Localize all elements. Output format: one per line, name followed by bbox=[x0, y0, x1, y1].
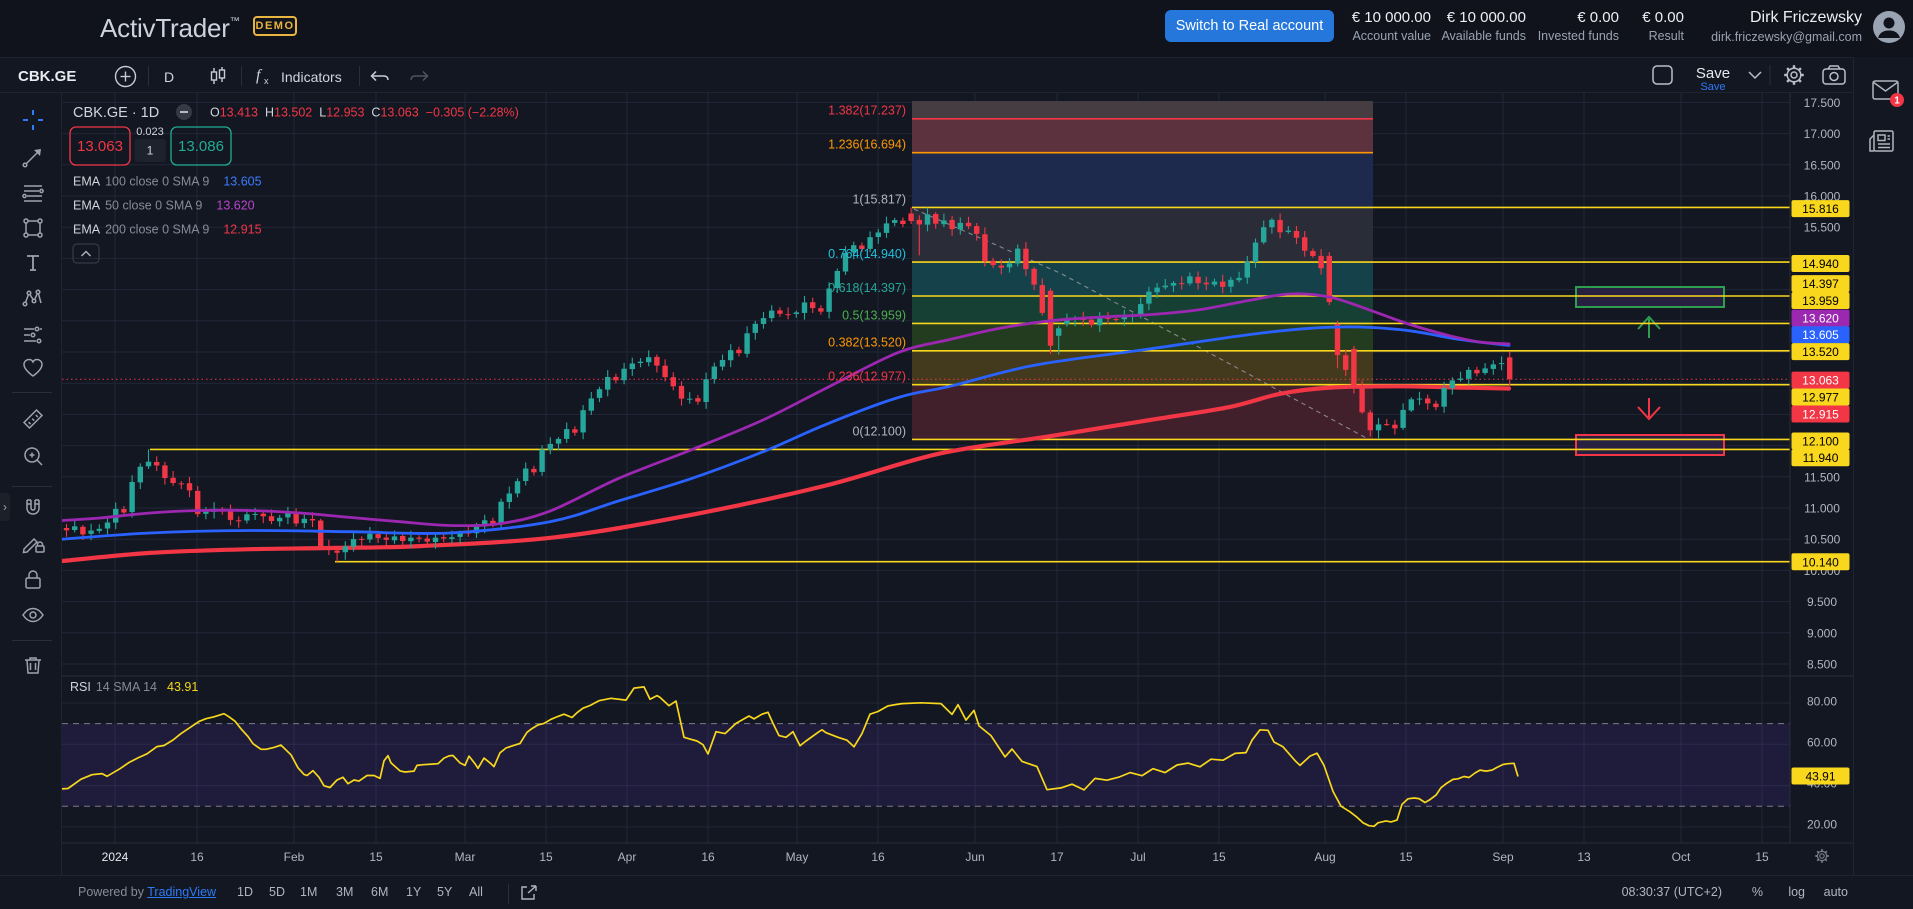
svg-text:Apr: Apr bbox=[618, 850, 637, 864]
svg-text:Jul: Jul bbox=[1130, 850, 1145, 864]
svg-text:0.236(12.977): 0.236(12.977) bbox=[828, 370, 906, 384]
svg-text:12.977: 12.977 bbox=[1802, 391, 1839, 405]
svg-text:12.100: 12.100 bbox=[1802, 435, 1839, 449]
svg-text:1: 1 bbox=[147, 144, 154, 158]
svg-text:17.500: 17.500 bbox=[1804, 96, 1841, 110]
svg-text:80.00: 80.00 bbox=[1807, 695, 1837, 709]
svg-text:13.620: 13.620 bbox=[1802, 312, 1839, 326]
svg-text:x: x bbox=[264, 76, 269, 86]
svg-text:0.382(13.520): 0.382(13.520) bbox=[828, 336, 906, 350]
svg-text:Mar: Mar bbox=[455, 850, 476, 864]
svg-text:1: 1 bbox=[1894, 96, 1900, 107]
svg-text:May: May bbox=[786, 850, 809, 864]
svg-text:11.000: 11.000 bbox=[1804, 502, 1840, 516]
svg-text:15.816: 15.816 bbox=[1802, 202, 1839, 216]
svg-text:13.086: 13.086 bbox=[178, 138, 224, 155]
svg-text:17: 17 bbox=[1050, 850, 1064, 864]
svg-text:14.940: 14.940 bbox=[1802, 257, 1839, 271]
svg-text:Oct: Oct bbox=[1672, 850, 1691, 864]
svg-text:Sep: Sep bbox=[1492, 850, 1514, 864]
svg-text:1.382(17.237): 1.382(17.237) bbox=[828, 104, 906, 118]
svg-text:f: f bbox=[256, 67, 263, 84]
svg-text:9.500: 9.500 bbox=[1807, 595, 1837, 609]
svg-text:13.063: 13.063 bbox=[1802, 374, 1839, 388]
svg-text:14.397: 14.397 bbox=[1802, 277, 1839, 291]
svg-text:8.500: 8.500 bbox=[1807, 658, 1837, 672]
svg-text:17.000: 17.000 bbox=[1804, 127, 1841, 141]
svg-text:11.500: 11.500 bbox=[1804, 470, 1840, 484]
svg-text:43.91: 43.91 bbox=[1805, 770, 1835, 784]
svg-text:13.959: 13.959 bbox=[1802, 294, 1839, 308]
svg-text:16: 16 bbox=[190, 850, 204, 864]
svg-text:13.063: 13.063 bbox=[77, 138, 123, 155]
svg-text:Feb: Feb bbox=[284, 850, 305, 864]
svg-text:10.140: 10.140 bbox=[1802, 555, 1839, 569]
svg-text:12.915: 12.915 bbox=[1802, 408, 1839, 422]
svg-text:15: 15 bbox=[369, 850, 383, 864]
svg-text:13: 13 bbox=[1577, 850, 1591, 864]
svg-text:2024: 2024 bbox=[102, 850, 129, 864]
svg-text:13.520: 13.520 bbox=[1802, 345, 1839, 359]
svg-text:0.618(14.397): 0.618(14.397) bbox=[828, 281, 906, 295]
svg-text:1.236(16.694): 1.236(16.694) bbox=[828, 138, 906, 152]
svg-text:60.00: 60.00 bbox=[1807, 736, 1837, 750]
svg-text:16.000: 16.000 bbox=[1804, 190, 1841, 204]
svg-text:15: 15 bbox=[1399, 850, 1413, 864]
svg-text:1(15.817): 1(15.817) bbox=[852, 193, 906, 207]
svg-text:Jun: Jun bbox=[965, 850, 984, 864]
svg-text:Save: Save bbox=[1700, 81, 1725, 93]
svg-text:0(12.100): 0(12.100) bbox=[852, 425, 906, 439]
svg-text:9.000: 9.000 bbox=[1807, 626, 1837, 640]
svg-text:Save: Save bbox=[1696, 65, 1730, 82]
svg-text:16: 16 bbox=[701, 850, 715, 864]
svg-text:0.764(14.940): 0.764(14.940) bbox=[828, 247, 906, 261]
svg-text:15.500: 15.500 bbox=[1804, 221, 1841, 235]
svg-text:11.940: 11.940 bbox=[1803, 451, 1839, 465]
svg-text:Aug: Aug bbox=[1314, 850, 1335, 864]
svg-text:0.5(13.959): 0.5(13.959) bbox=[842, 309, 906, 323]
svg-text:16.500: 16.500 bbox=[1804, 158, 1841, 172]
svg-text:0.023: 0.023 bbox=[136, 126, 164, 138]
svg-text:20.00: 20.00 bbox=[1807, 818, 1837, 832]
svg-text:10.500: 10.500 bbox=[1804, 533, 1841, 547]
svg-text:CBK.GE · 1D: CBK.GE · 1D bbox=[73, 105, 159, 121]
svg-text:15: 15 bbox=[539, 850, 553, 864]
svg-text:15: 15 bbox=[1212, 850, 1226, 864]
svg-text:16: 16 bbox=[871, 850, 885, 864]
svg-text:13.605: 13.605 bbox=[1802, 328, 1839, 342]
svg-text:15: 15 bbox=[1755, 850, 1769, 864]
